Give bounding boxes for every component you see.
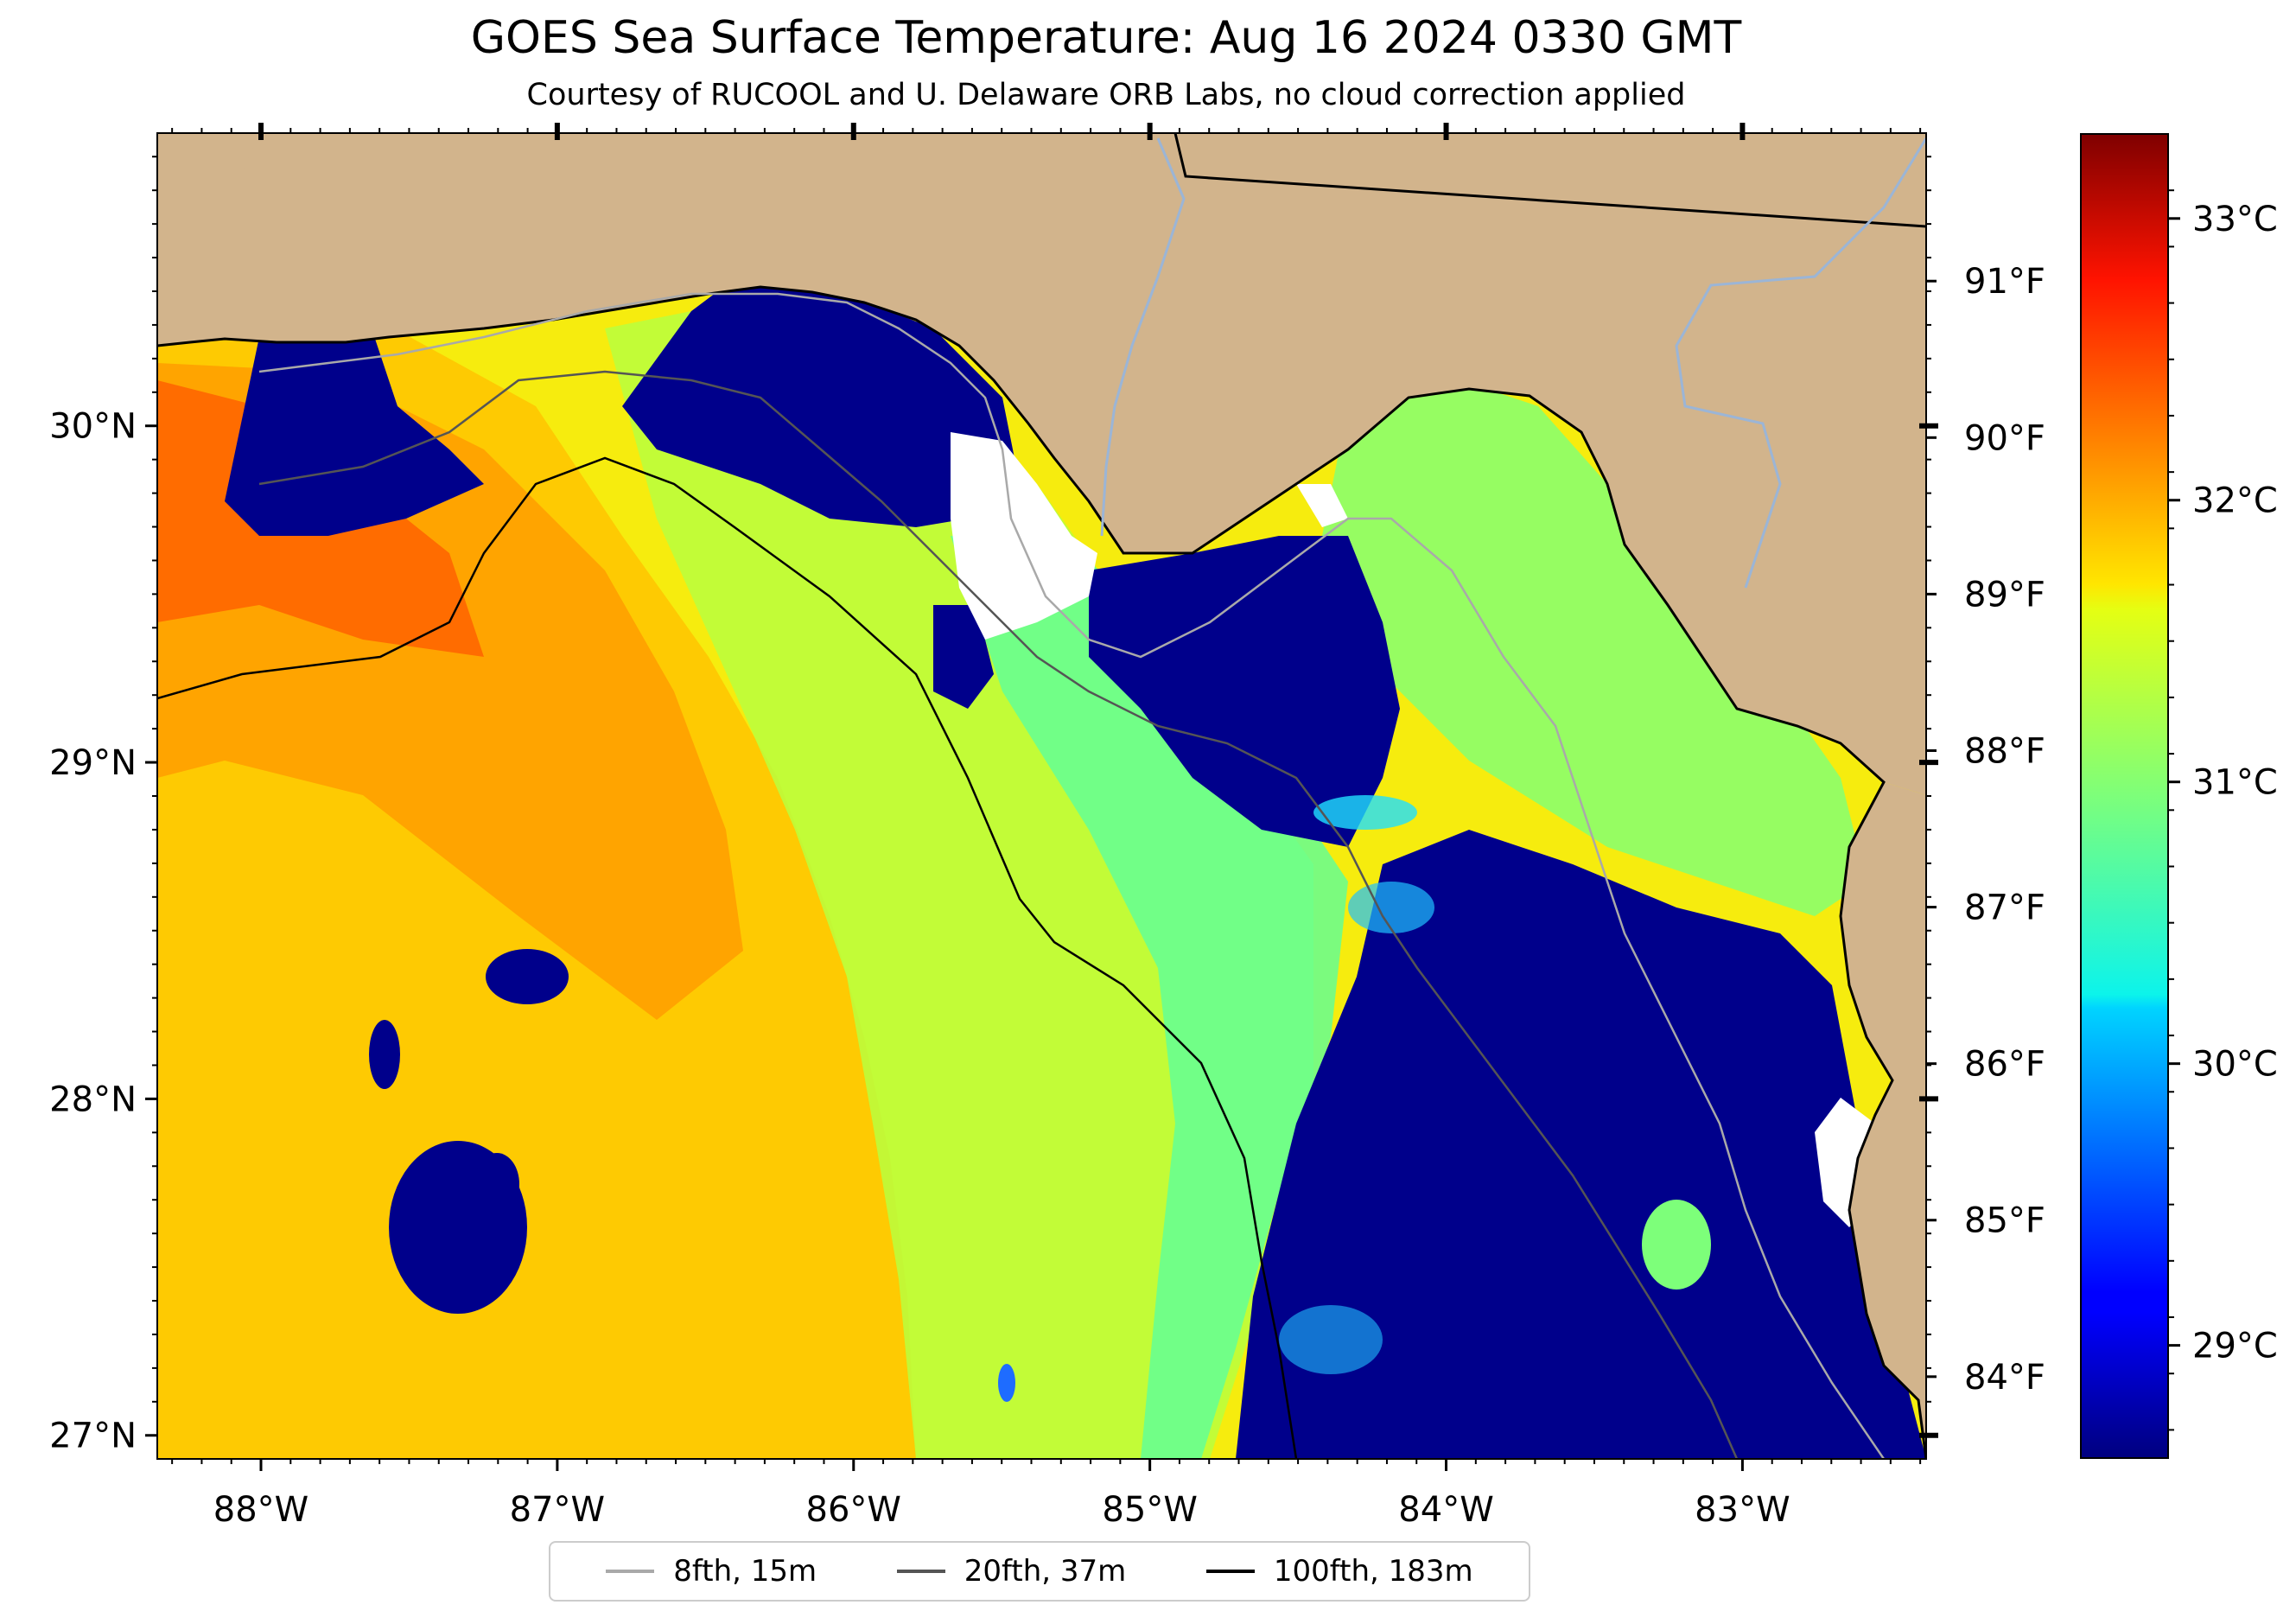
celsius-tick-label: 33°C [2192, 200, 2278, 239]
map-subtitle: Courtesy of RUCOOL and U. Delaware ORB L… [526, 78, 1686, 112]
cold-eddy [369, 1020, 400, 1089]
state-border [1173, 133, 1926, 228]
cold-patch [933, 605, 994, 709]
map-title: GOES Sea Surface Temperature: Aug 16 202… [470, 12, 1742, 64]
lon-tick-label: 83°W [1695, 1490, 1790, 1530]
lon-tick-label: 87°W [510, 1490, 605, 1530]
longitude-axis: 88°W 87°W 86°W 85°W 84°W 83°W [171, 123, 1922, 1530]
fahrenheit-tick-label: 91°F [1964, 262, 2045, 302]
celsius-tick-label: 32°C [2192, 481, 2278, 521]
celsius-tick-label: 30°C [2192, 1045, 2278, 1085]
legend-label: 100fth, 183m [1273, 1554, 1473, 1589]
legend-item: 20fth, 37m [896, 1554, 1127, 1589]
coastline [157, 285, 1926, 1459]
celsius-axis: 29°C 30°C 31°C 32°C 33°C [2168, 189, 2278, 1431]
isobath-100fth [157, 456, 1298, 1459]
latitude-axis: 30°N 29°N 28°N 27°N [49, 156, 1938, 1456]
legend-label: 20fth, 37m [964, 1554, 1127, 1589]
legend-swatch [1205, 1570, 1255, 1573]
fahrenheit-tick-label: 87°F [1964, 888, 2045, 928]
legend-label: 8fth, 15m [673, 1554, 817, 1589]
celsius-tick-label: 29°C [2192, 1327, 2278, 1366]
fahrenheit-tick-label: 89°F [1964, 575, 2045, 615]
transition-patch [1348, 882, 1434, 933]
lat-tick-label: 30°N [49, 407, 137, 447]
lon-tick-label: 85°W [1102, 1490, 1197, 1530]
transition-patch [1279, 1305, 1383, 1374]
warm-patch [1642, 1200, 1711, 1290]
legend-swatch [896, 1570, 945, 1573]
legend-swatch [606, 1570, 655, 1573]
cold-eddy [486, 949, 569, 1004]
lat-tick-label: 29°N [49, 743, 137, 783]
isobath-20fth [258, 370, 1739, 1459]
land-mass [157, 133, 1926, 795]
lat-tick-label: 27°N [49, 1417, 137, 1456]
land-mass-west [157, 133, 259, 294]
lon-tick-label: 88°W [213, 1490, 308, 1530]
cold-water-panhandle [622, 285, 1020, 527]
fahrenheit-tick-label: 85°F [1964, 1201, 2045, 1241]
cold-water-region-bigbend [1089, 536, 1400, 847]
land-mass-peninsula [1841, 782, 1926, 1459]
legend-item: 8fth, 15m [606, 1554, 817, 1589]
lon-tick-label: 84°W [1398, 1490, 1493, 1530]
nearshore-warm-band [1322, 380, 1867, 916]
fahrenheit-tick-label: 90°F [1964, 418, 2045, 458]
cold-water-region-east [1236, 830, 1926, 1459]
no-data-region [951, 432, 1097, 640]
legend-item: 100fth, 183m [1205, 1554, 1473, 1589]
celsius-tick-label: 31°C [2192, 763, 2278, 803]
lon-tick-label: 86°W [806, 1490, 901, 1530]
cold-water-mobile-bay [225, 328, 484, 536]
fahrenheit-tick-label: 86°F [1964, 1045, 2045, 1085]
lat-tick-label: 28°N [49, 1079, 137, 1119]
fahrenheit-tick-label: 88°F [1964, 731, 2045, 771]
cold-eddy [474, 1153, 519, 1215]
transition-patch [1313, 795, 1417, 830]
cold-eddy [998, 1364, 1015, 1402]
river [1100, 137, 1186, 537]
fahrenheit-axis: 84°F 85°F 86°F 87°F 88°F 89°F 90°F 91°F [1926, 262, 2045, 1398]
fahrenheit-tick-label: 84°F [1964, 1358, 2045, 1398]
sst-field [157, 133, 1926, 1459]
river [1675, 137, 1926, 589]
colorbar [2080, 133, 2169, 1459]
isobath-8fth [258, 292, 1886, 1459]
mid-temp-region [605, 294, 1313, 1459]
no-data-region [1296, 484, 1348, 527]
isobath-legend: 8fth, 15m 20fth, 37m 100fth, 183m [549, 1541, 1530, 1602]
